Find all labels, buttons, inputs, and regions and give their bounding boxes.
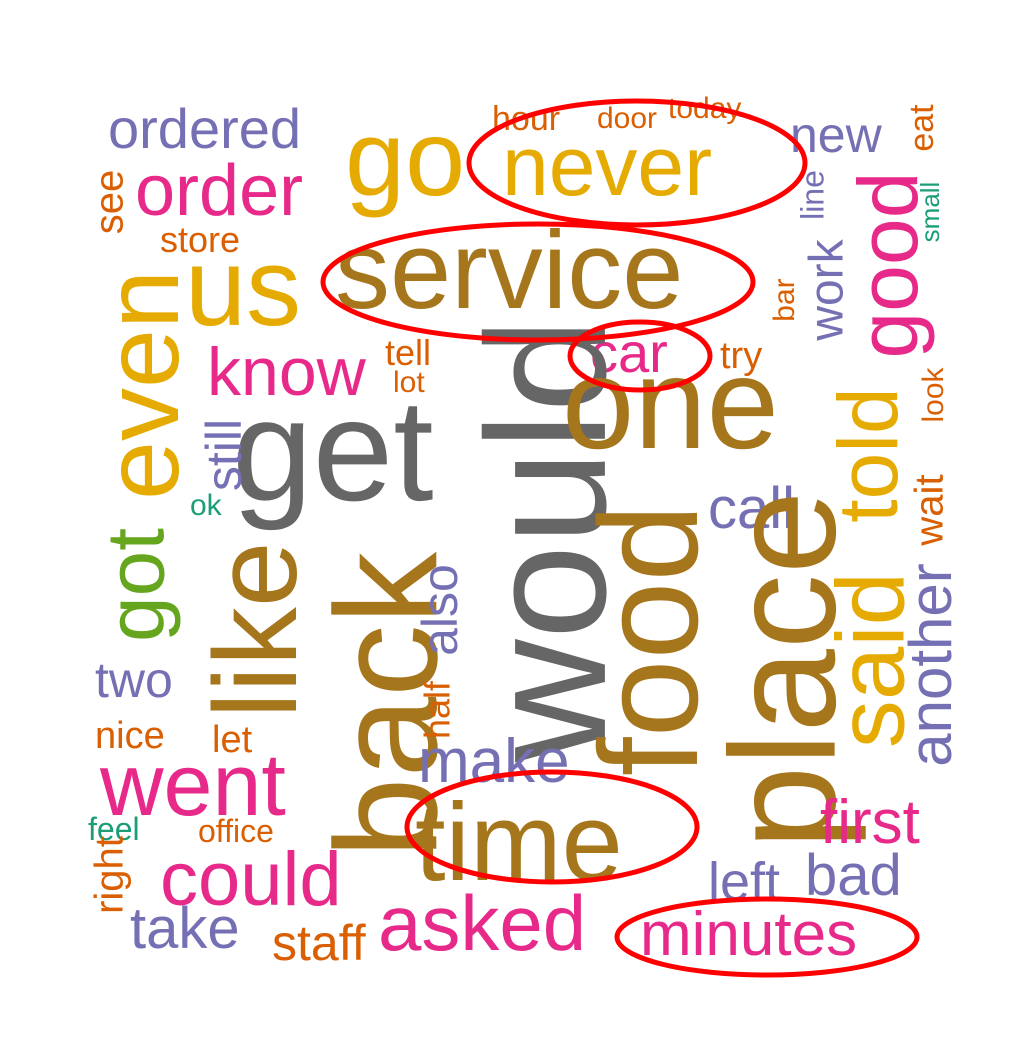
word-went: went [99,735,286,834]
word-first: first [820,788,920,857]
word-tell: tell [385,332,431,373]
word-place: place [699,491,867,850]
word-right: right [88,836,132,914]
word-let: let [212,719,253,761]
word-back: back [305,551,467,858]
word-bad: bad [805,843,902,908]
word-office: office [198,813,274,849]
word-still: still [196,419,252,491]
highlight-ring-minutes [614,896,920,978]
word-ok: ok [190,489,223,522]
word-half: half [417,680,458,739]
word-feel: feel [88,811,140,847]
word-know: know [207,334,367,410]
word-nice: nice [95,715,165,757]
word-got: got [91,528,182,642]
word-call: call [708,476,795,541]
word-one: one [562,330,779,476]
highlight-ring-car [567,319,713,393]
word-said: said [817,572,924,748]
highlight-ring-never [466,98,808,228]
word-small: small [915,182,945,243]
word-wait: wait [908,474,952,546]
word-good: good [841,172,935,359]
word-time: time [415,781,623,904]
word-work: work [801,238,854,341]
word-would: would [452,318,642,763]
word-try: try [720,335,762,377]
word-see: see [88,170,132,235]
word-order: order [135,151,303,231]
word-never: never [502,119,712,213]
word-get: get [232,369,434,531]
word-also: also [412,564,468,656]
word-store: store [160,219,240,260]
word-lot: lot [393,366,425,399]
word-bar: bar [768,278,801,321]
word-take: take [130,896,240,961]
word-eat: eat [903,104,941,152]
word-could: could [160,837,342,922]
word-us: us [185,226,301,349]
word-staff: staff [272,915,366,971]
highlight-ring-service [320,221,756,343]
word-another: another [897,563,964,767]
word-even: even [83,270,201,500]
word-look: look [917,366,950,422]
word-door: door [597,102,657,135]
word-two: two [95,652,173,708]
word-asked: asked [378,879,586,967]
word-food: food [570,504,727,776]
word-make: make [418,727,570,796]
word-minutes: minutes [640,900,857,969]
word-ordered: ordered [108,97,301,160]
word-like: like [190,541,322,718]
word-go: go [345,97,465,218]
word-told: told [821,387,915,522]
highlight-ring-time [404,769,700,885]
